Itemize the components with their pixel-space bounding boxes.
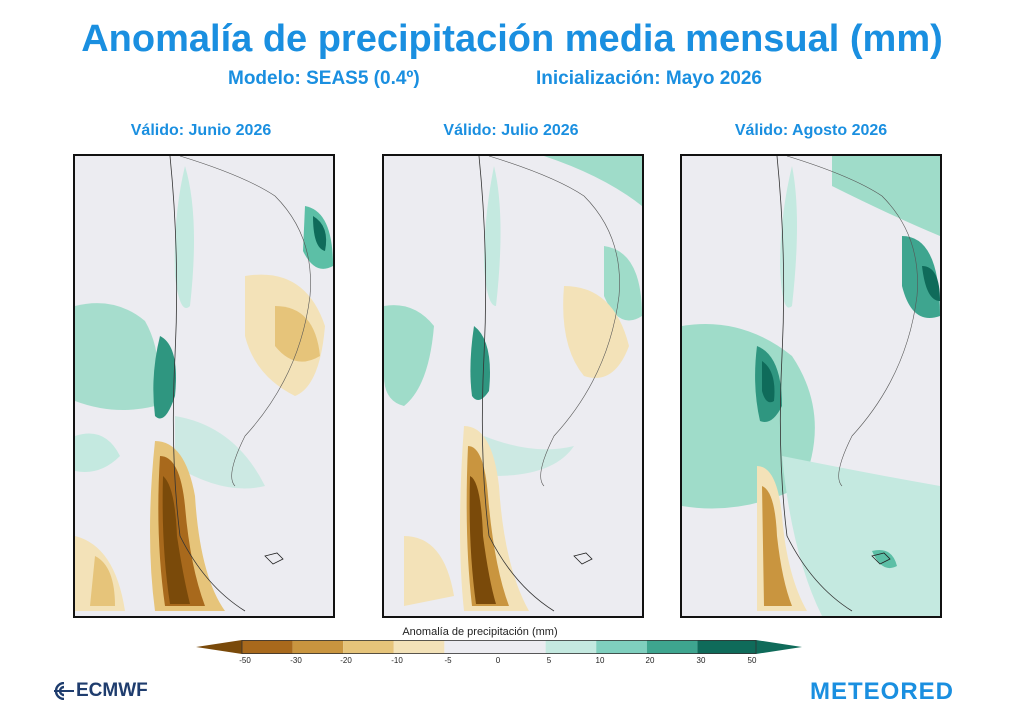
panel-label-june: Válido: Junio 2026 <box>130 122 272 139</box>
colorbar-segment <box>196 640 242 654</box>
colorbar-tick: -20 <box>340 656 352 665</box>
colorbar-segment <box>242 640 293 654</box>
colorbar-tick: 10 <box>595 656 605 665</box>
model-subtitle: Modelo: SEAS5 (0.4º) <box>228 68 420 89</box>
colorbar-segment <box>343 640 394 654</box>
panel-label-august: Válido: Agosto 2026 <box>734 122 888 139</box>
colorbar-tick: 5 <box>546 656 552 665</box>
colorbar-segment <box>596 640 647 654</box>
ecmwf-logo: ECMWF <box>52 680 148 702</box>
map-panel-august <box>680 154 942 618</box>
initialization-subtitle: Inicialización: Mayo 2026 <box>536 68 762 89</box>
colorbar-segment <box>545 640 597 654</box>
colorbar-tick: -30 <box>290 656 302 665</box>
page-title: Anomalía de precipitación media mensual … <box>81 18 943 60</box>
colorbar-tick: 0 <box>495 656 501 665</box>
colorbar-tick: -10 <box>391 656 403 665</box>
colorbar-segment <box>393 640 445 654</box>
colorbar-tick: 20 <box>645 656 655 665</box>
ecmwf-logo-icon <box>54 682 74 700</box>
panel-label-july: Válido: Julio 2026 <box>443 122 579 139</box>
map-panel-june <box>73 154 335 618</box>
meteored-logo: METEORED <box>810 678 955 705</box>
colorbar-tick: -50 <box>239 656 251 665</box>
colorbar-segment <box>646 640 698 654</box>
colorbar-segment <box>444 640 495 654</box>
ecmwf-logo-text: ECMWF <box>76 680 148 701</box>
colorbar-segment <box>495 640 546 654</box>
colorbar-tick: 30 <box>696 656 706 665</box>
colorbar-tick: -5 <box>444 656 452 665</box>
map-panel-july <box>382 154 644 618</box>
colorbar-segment <box>697 640 756 654</box>
colorbar-segment <box>292 640 344 654</box>
colorbar-tick: 50 <box>747 656 757 665</box>
colorbar-segment <box>756 640 802 654</box>
colorbar-title: Anomalía de precipitación (mm) <box>402 626 558 638</box>
colorbar <box>196 640 802 654</box>
